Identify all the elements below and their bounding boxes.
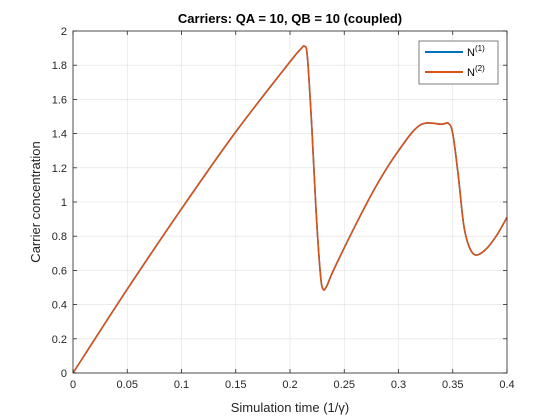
y-tick-label: 1.2 [52,163,67,175]
y-tick-label: 1.4 [52,129,67,141]
y-axis-title: Carrier concentration [28,141,43,262]
series-lines [72,45,508,374]
x-tick-labels: 0 0.05 0.1 0.15 0.2 0.25 0.3 0.35 0.4 [70,379,515,391]
y-tick-label: 0.6 [52,265,67,277]
axis-ticks [72,30,508,374]
x-tick-label: 0.1 [174,379,189,391]
y-tick-label: 0.8 [52,231,67,243]
legend-label-1: N(1) [467,44,485,59]
x-tick-label: 0 [70,379,76,391]
series-line-2 [72,45,508,374]
x-tick-label: 0.4 [499,379,514,391]
grid-lines [72,30,508,374]
y-tick-label: 1 [61,197,67,209]
chart-title: Carriers: QA = 10, QB = 10 (coupled) [178,11,402,26]
x-tick-label: 0.15 [225,379,246,391]
y-tick-label: 0.2 [52,334,67,346]
legend: N(1) N(2) [418,40,499,85]
y-tick-label: 0 [61,368,67,380]
x-tick-label: 0.35 [442,379,463,391]
y-tick-label: 1.6 [52,94,67,106]
x-tick-label: 0.2 [282,379,297,391]
x-tick-label: 0.3 [391,379,406,391]
x-tick-label: 0.05 [117,379,138,391]
legend-label-2: N(2) [467,64,485,79]
y-tick-label: 0.4 [52,300,67,312]
y-tick-labels: 0 0.2 0.4 0.6 0.8 1 1.2 1.4 1.6 1.8 2 [52,26,67,380]
x-tick-label: 0.25 [334,379,355,391]
legend-box [418,40,499,85]
y-tick-label: 1.8 [52,60,67,72]
x-axis-title: Simulation time (1/γ) [231,400,349,415]
y-tick-label: 2 [61,26,67,38]
